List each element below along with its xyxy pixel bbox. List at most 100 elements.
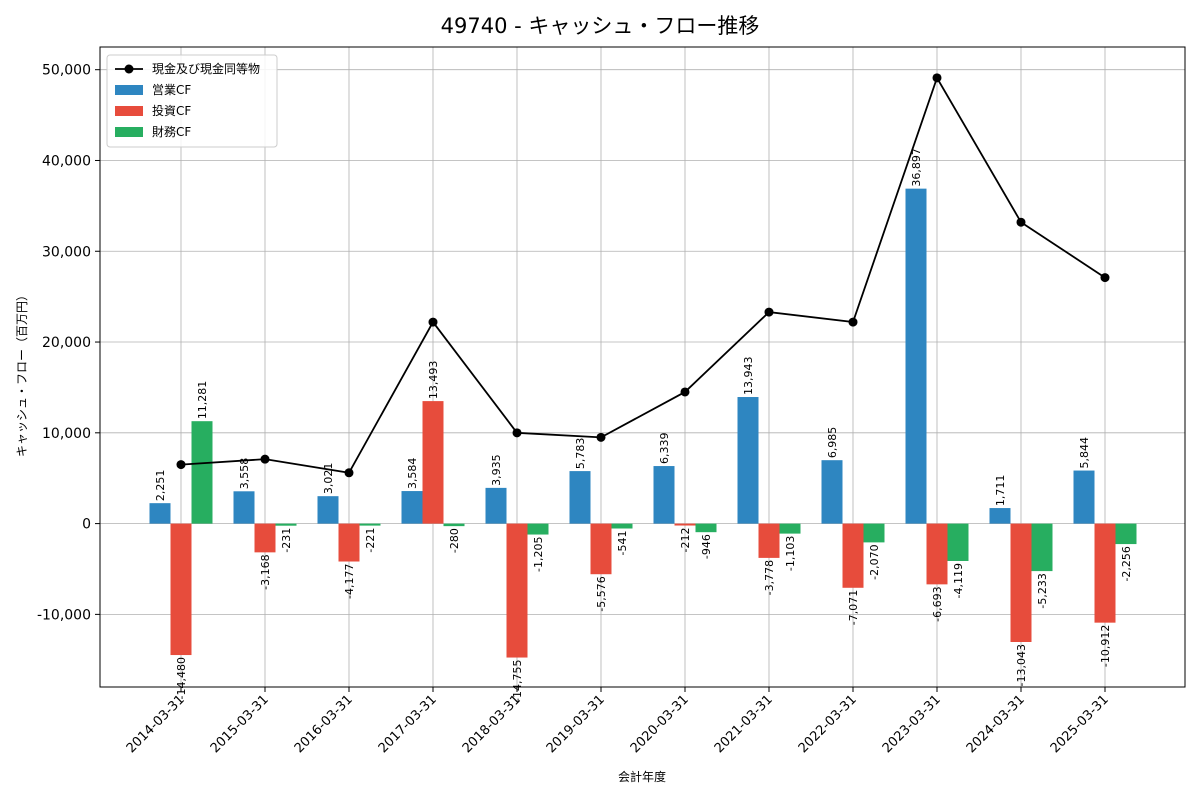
bar-投資CF [1094,523,1116,623]
bar-営業CF [653,466,675,524]
bar-value-label: -14,755 [511,660,524,702]
cash-line-point [596,432,606,442]
bar-営業CF [149,503,171,524]
cash-line-point [260,454,270,464]
bar-財務CF [527,523,549,535]
y-axis-label: キャッシュ・フロー（百万円） [15,289,29,457]
legend-box [106,54,278,148]
bar-投資CF [338,523,360,562]
bar-財務CF [779,523,801,534]
bar-value-label: -10,912 [1099,625,1112,667]
bar-value-label: 2,251 [154,470,167,502]
bar-value-label: 3,935 [490,454,503,486]
y-tick-label: 20,000 [42,335,91,351]
y-tick-label: 30,000 [42,244,91,260]
cash-line-point [680,387,690,397]
bar-投資CF [1010,523,1032,643]
bar-営業CF [737,397,759,524]
y-tick-label: -10,000 [37,607,91,623]
bar-value-label: -212 [679,528,692,553]
y-tick-label: 40,000 [42,153,91,169]
bar-財務CF [359,523,381,526]
y-tick-label: 0 [82,517,91,533]
bar-投資CF [590,523,612,575]
bar-財務CF [443,523,465,527]
bar-財務CF [863,523,885,543]
legend-label: 営業CF [152,83,191,97]
cash-line-point [1100,273,1110,283]
bar-営業CF [821,460,843,524]
bar-投資CF [422,401,444,524]
cash-line-point [848,317,858,327]
bar-value-label: 13,493 [427,361,440,400]
bar-営業CF [485,487,507,524]
bar-営業CF [401,491,423,524]
bar-value-label: -231 [280,528,293,553]
bar-value-label: -5,576 [595,576,608,611]
bar-value-label: -3,168 [259,554,272,589]
bar-value-label: 36,897 [910,148,923,187]
bar-value-label: 3,558 [238,458,251,490]
cash-line-point [512,428,522,438]
bar-value-label: -221 [364,528,377,553]
bar-value-label: 3,021 [322,463,335,495]
bar-value-label: 11,281 [196,381,209,420]
bar-営業CF [989,508,1011,524]
bar-value-label: 3,584 [406,458,419,490]
line-layer [176,73,1110,478]
cash-line-point [1016,217,1026,227]
bar-投資CF [254,523,276,553]
bar-value-label: -14,480 [175,657,188,699]
bar-財務CF [275,523,297,526]
bar-財務CF [947,523,969,561]
chart-title: 49740 - キャッシュ・フロー推移 [441,14,760,38]
bar-財務CF [611,523,633,529]
cash-line-point [344,468,354,478]
bar-value-label: -5,233 [1036,573,1049,608]
bar-value-label: -3,778 [763,560,776,595]
cash-line-point [764,307,774,317]
bar-営業CF [1073,470,1095,524]
bar-営業CF [233,491,255,524]
cash-line [180,75,1106,474]
bar-value-label: -1,205 [532,537,545,572]
bar-投資CF [758,523,780,558]
bar-財務CF [695,523,717,533]
data-labels-layer: 2,251 3,558 3,021 3,584 3,935 5,783 6,339 13,94… [154,148,1133,702]
bar-財務CF [1115,523,1137,545]
cash-line-point [932,73,942,83]
bar-value-label: -7,071 [847,590,860,625]
bar-value-label: -541 [616,531,629,556]
bar-value-label: 1,711 [994,475,1007,507]
plot-frame [99,46,1186,688]
cash-line-point [428,317,438,327]
bar-value-label: -946 [700,534,713,559]
bar-投資CF [674,523,696,526]
bar-営業CF [317,496,339,524]
bar-投資CF [170,523,192,656]
bar-投資CF [926,523,948,585]
bar-投資CF [506,523,528,658]
bar-value-label: -2,070 [868,544,881,579]
bar-value-label: 5,844 [1078,437,1091,469]
bar-value-label: -2,256 [1120,546,1133,581]
legend-label: 投資CF [152,103,191,118]
legend-label: 財務CF [152,124,191,139]
bar-value-label: 13,943 [742,357,755,396]
legend-color-swatch [115,85,143,95]
legend-label: 現金及び現金同等物 [152,61,260,76]
bar-value-label: -4,119 [952,563,965,598]
bar-value-label: 6,985 [826,427,839,459]
bar-value-label: -6,693 [931,586,944,621]
bar-財務CF [191,421,213,524]
legend-color-swatch [115,127,143,137]
bars-layer [149,188,1137,658]
bar-value-label: -13,043 [1015,644,1028,686]
legend-marker-swatch [124,64,134,74]
bar-value-label: -280 [448,528,461,553]
bar-value-label: 5,783 [574,438,587,470]
bar-営業CF [569,471,591,524]
